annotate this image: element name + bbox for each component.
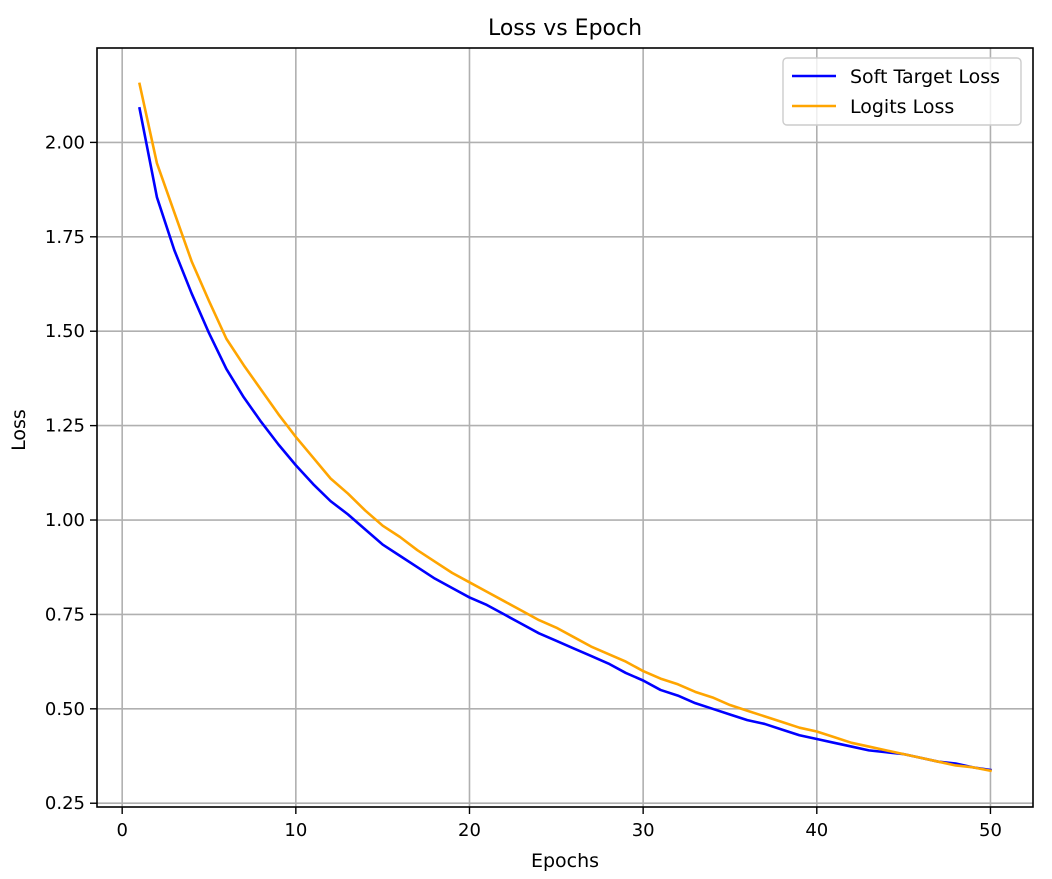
y-tick-label: 0.75 (45, 604, 85, 625)
series-line-logits-loss (138, 82, 992, 773)
legend: Soft Target Loss Logits Loss (782, 57, 1022, 126)
plot-frame (96, 47, 1034, 808)
legend-label-soft-target-loss: Soft Target Loss (850, 66, 1000, 88)
legend-label-logits-loss: Logits Loss (850, 96, 954, 118)
series-line-soft-target-loss (138, 106, 992, 772)
x-tick-label: 20 (458, 820, 481, 841)
series-lines (138, 82, 992, 773)
grid (97, 48, 1033, 807)
y-tick-label: 1.50 (45, 321, 85, 342)
y-tick-label: 1.25 (45, 416, 85, 437)
chart-title: Loss vs Epoch (488, 16, 642, 41)
x-tick-label: 10 (284, 820, 307, 841)
y-tick-label: 1.75 (45, 227, 85, 248)
axis-ticks: 0 10 20 30 40 50 0.25 0.50 0.75 1.00 1.25 1.50 1.75 2… (45, 132, 1002, 841)
x-tick-label: 40 (805, 820, 828, 841)
x-axis-label: Epochs (531, 850, 599, 872)
x-tick-label: 30 (632, 820, 655, 841)
x-tick-label: 0 (116, 820, 127, 841)
y-axis-label: Loss (8, 409, 30, 451)
y-tick-label: 0.50 (45, 699, 85, 720)
legend-box (782, 57, 1022, 126)
y-tick-label: 0.25 (45, 793, 85, 814)
y-tick-label: 1.00 (45, 510, 85, 531)
x-tick-label: 50 (979, 820, 1002, 841)
y-tick-label: 2.00 (45, 132, 85, 153)
